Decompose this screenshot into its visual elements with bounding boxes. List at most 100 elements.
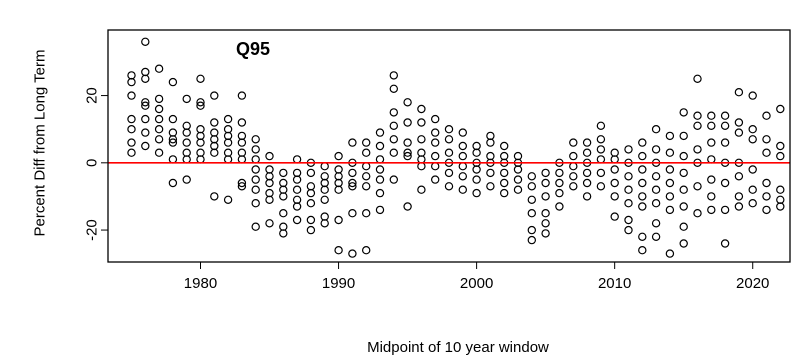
data-point (610, 212, 619, 221)
data-point (679, 202, 688, 211)
data-point (375, 188, 385, 198)
data-point (389, 148, 398, 157)
x-tick-label: 2000 (460, 275, 493, 292)
x-tick-label: 2020 (736, 275, 769, 292)
data-point (679, 239, 688, 248)
data-point (403, 202, 412, 211)
data-point (569, 182, 578, 191)
data-point (279, 208, 288, 218)
data-point (306, 182, 316, 191)
data-point (720, 138, 730, 147)
data-point (334, 185, 343, 194)
data-point (679, 108, 688, 117)
data-point (182, 175, 191, 184)
data-point (472, 148, 481, 157)
data-point (444, 168, 454, 178)
data-point (251, 198, 260, 208)
data-point (431, 151, 440, 161)
data-point (292, 185, 302, 194)
data-point (693, 145, 702, 154)
data-point (417, 135, 426, 144)
data-point (527, 225, 537, 235)
data-point (638, 151, 647, 161)
data-point (251, 185, 260, 194)
data-point (500, 168, 509, 178)
data-point (734, 172, 744, 181)
data-point (707, 138, 716, 147)
data-point (210, 148, 219, 157)
data-point (168, 77, 178, 87)
data-point (403, 98, 412, 107)
data-point (679, 168, 688, 178)
data-point (417, 104, 426, 114)
data-point (569, 138, 578, 147)
data-point (237, 91, 247, 100)
data-point (182, 128, 191, 137)
data-point (389, 175, 398, 184)
data-point (403, 151, 412, 161)
data-point (237, 118, 247, 127)
data-point (748, 91, 757, 100)
data-point (389, 84, 398, 94)
data-point (762, 205, 771, 215)
data-point (651, 172, 661, 181)
data-point (748, 135, 757, 144)
data-point (334, 245, 343, 255)
data-point (748, 198, 757, 208)
data-point (431, 114, 440, 124)
data-point (665, 205, 675, 215)
data-point (665, 249, 675, 258)
data-point (665, 165, 675, 174)
data-point (569, 151, 578, 161)
data-point (527, 208, 537, 218)
scatter-points (127, 37, 785, 258)
data-point (362, 138, 371, 147)
data-point (596, 155, 606, 164)
data-point (582, 178, 592, 188)
data-point (334, 151, 343, 161)
data-point (624, 215, 633, 225)
data-point (223, 195, 233, 204)
data-point (389, 71, 398, 80)
data-point (265, 178, 274, 188)
x-tick-label: 1990 (322, 275, 355, 292)
data-point (651, 145, 661, 154)
data-point (292, 175, 302, 184)
data-point (734, 118, 744, 127)
data-point (362, 245, 371, 255)
data-point (168, 138, 178, 147)
data-point (251, 145, 260, 154)
data-point (638, 245, 647, 255)
data-point (472, 188, 481, 198)
data-point (624, 198, 633, 208)
data-point (513, 185, 523, 194)
data-point (734, 87, 744, 97)
data-point (251, 222, 260, 231)
data-point (403, 138, 412, 147)
data-point (375, 141, 385, 151)
data-point (444, 124, 454, 134)
data-point (306, 215, 316, 225)
data-point (141, 98, 150, 107)
data-point (265, 219, 274, 228)
data-point (348, 178, 357, 188)
data-point (320, 219, 329, 228)
data-point (541, 229, 550, 238)
data-point (624, 185, 633, 194)
data-point (154, 104, 164, 114)
data-point (665, 131, 675, 141)
data-point (541, 178, 550, 188)
data-point (403, 148, 412, 157)
data-point (154, 124, 164, 134)
data-point (596, 145, 606, 154)
data-point (679, 222, 688, 231)
data-point (707, 121, 716, 131)
data-point (168, 114, 178, 124)
data-point (265, 151, 274, 161)
data-point (127, 138, 136, 147)
data-point (638, 202, 647, 211)
data-point (500, 141, 509, 151)
data-point (223, 114, 233, 124)
chart-title: Q95 (236, 39, 270, 59)
